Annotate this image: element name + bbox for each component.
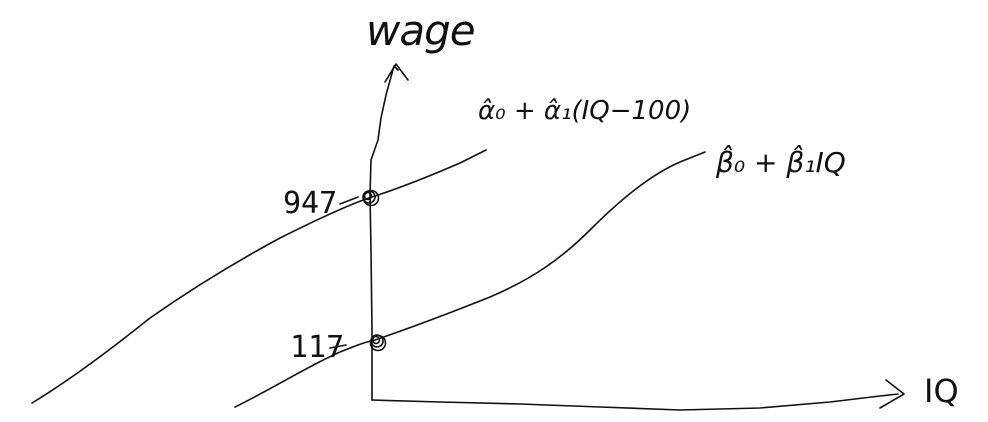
upper-regression-line <box>31 149 487 404</box>
upper-intercept-tick <box>339 196 359 205</box>
y-axis-line <box>369 65 399 401</box>
lower-intercept-label: 117 <box>290 330 345 365</box>
y-axis-arrowhead <box>384 63 409 83</box>
upper-line-equation: α̂₀ + α̂₁(IQ−100) <box>478 96 692 126</box>
x-axis-arrowhead <box>879 379 905 409</box>
x-axis-line <box>371 393 899 411</box>
lower-regression-line <box>234 151 706 408</box>
lower-intercept-tick <box>329 344 347 349</box>
y-axis-label: wage <box>366 6 476 55</box>
upper-intercept-point <box>362 189 380 207</box>
x-axis-label: IQ <box>924 372 959 410</box>
lower-intercept-point <box>369 334 387 352</box>
lower-line-equation: β̂₀ + β̂₁IQ <box>716 146 846 179</box>
upper-intercept-label: 947 <box>283 186 338 221</box>
